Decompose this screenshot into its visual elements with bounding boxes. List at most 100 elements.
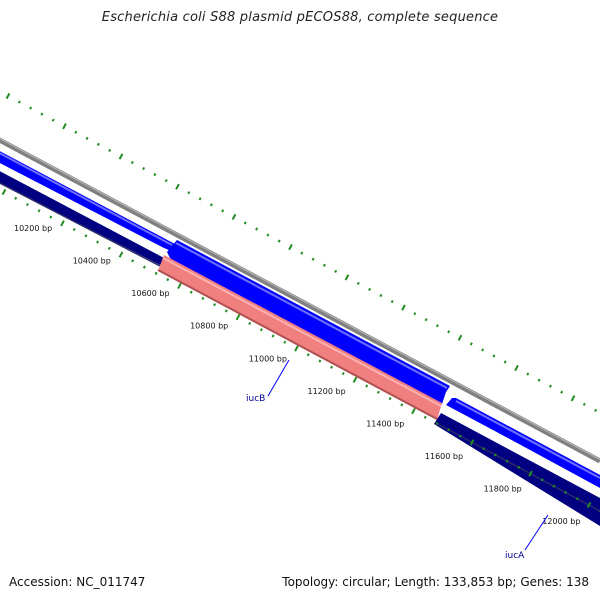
minor-tick [458, 434, 462, 438]
minor-tick [368, 287, 372, 292]
minor-tick [248, 321, 252, 326]
minor-tick [390, 299, 394, 304]
minor-tick [552, 484, 556, 488]
bp-label: 10400 bp [73, 257, 111, 266]
minor-tick [365, 384, 369, 388]
minor-tick [306, 353, 310, 357]
bp-label: 11000 bp [249, 354, 287, 363]
major-tick [411, 407, 416, 415]
minor-tick [594, 408, 598, 412]
major-tick [231, 213, 237, 221]
minor-tick [548, 384, 552, 388]
major-tick [344, 274, 350, 281]
minor-tick [130, 160, 134, 165]
major-tick [401, 304, 406, 311]
minor-tick [540, 478, 544, 482]
minor-tick [388, 396, 392, 401]
minor-tick [517, 465, 521, 469]
major-tick [177, 282, 182, 290]
minor-tick [266, 233, 270, 237]
iucA-leader-line [524, 514, 549, 551]
minor-tick [17, 100, 21, 104]
inner-tick-track [1, 188, 600, 513]
minor-tick [213, 303, 217, 307]
iucB-label[interactable]: iucB [246, 394, 265, 404]
minor-tick [582, 402, 586, 406]
minor-tick [379, 293, 383, 298]
minor-tick [330, 365, 334, 369]
forward-gene-3[interactable] [446, 398, 600, 488]
minor-tick [255, 227, 259, 231]
bp-label: 11400 bp [366, 419, 404, 428]
outer-tick-track [5, 92, 598, 412]
major-tick [294, 345, 299, 352]
minor-tick [108, 148, 112, 152]
minor-tick [376, 390, 380, 394]
minor-tick [435, 324, 439, 328]
minor-tick [29, 106, 33, 110]
major-tick [62, 123, 67, 130]
minor-tick [503, 360, 507, 364]
minor-tick [424, 318, 428, 322]
major-tick [570, 395, 576, 402]
minor-tick [96, 240, 100, 244]
bp-label-group: 10200 bp 10400 bp 10600 bp 10800 bp 11000 bp… [14, 224, 580, 526]
minor-tick [154, 271, 158, 275]
minor-tick [537, 378, 541, 382]
map-title: Escherichia coli S88 plasmid pECOS88, co… [101, 10, 499, 25]
major-tick [586, 501, 592, 509]
minor-tick [142, 166, 146, 171]
bp-label: 11200 bp [308, 387, 346, 396]
major-tick [118, 153, 124, 160]
minor-tick [435, 422, 439, 426]
accession-text: Accession: NC_011747 [9, 575, 146, 589]
minor-tick [164, 179, 168, 183]
iucB-gene[interactable] [157, 255, 442, 420]
minor-tick [400, 403, 404, 407]
major-tick [175, 183, 180, 190]
minor-tick [447, 428, 451, 432]
bp-label: 10200 bp [14, 224, 52, 233]
forward-gene-1[interactable] [0, 146, 175, 251]
minor-tick [153, 173, 157, 177]
bp-label: 10600 bp [131, 289, 169, 298]
minor-tick [423, 415, 427, 419]
minor-tick [505, 459, 509, 463]
minor-tick [341, 371, 345, 376]
minor-tick [447, 330, 451, 334]
minor-tick [201, 296, 205, 300]
major-tick [457, 334, 463, 341]
bp-label: 10800 bp [190, 322, 228, 331]
minor-tick [72, 227, 76, 232]
minor-tick [74, 130, 78, 134]
minor-tick [311, 257, 315, 261]
major-tick [288, 244, 293, 251]
minor-tick [84, 234, 88, 238]
minor-tick [300, 251, 304, 255]
minor-tick [198, 197, 202, 201]
minor-tick [564, 490, 568, 495]
major-tick [118, 251, 124, 258]
reverse-gene-1[interactable] [0, 166, 166, 267]
minor-tick [49, 215, 53, 219]
minor-tick [493, 453, 497, 457]
minor-tick [481, 348, 485, 352]
major-tick [60, 220, 65, 227]
minor-tick [189, 290, 193, 294]
topology-info-text: Topology: circular; Length: 133,853 bp; … [282, 575, 589, 589]
minor-tick [51, 118, 55, 122]
major-tick [528, 470, 533, 477]
minor-tick [187, 191, 191, 195]
minor-tick [575, 497, 579, 501]
minor-tick [413, 312, 417, 316]
forward-gene-2[interactable] [167, 240, 450, 404]
minor-tick [259, 328, 263, 332]
iucB-leader-line [267, 359, 290, 397]
iucA-label[interactable]: iucA [505, 551, 525, 561]
major-tick [514, 364, 519, 372]
major-tick [235, 314, 241, 321]
minor-tick [166, 278, 170, 282]
minor-tick [526, 372, 530, 376]
bp-label: 11800 bp [484, 485, 522, 494]
